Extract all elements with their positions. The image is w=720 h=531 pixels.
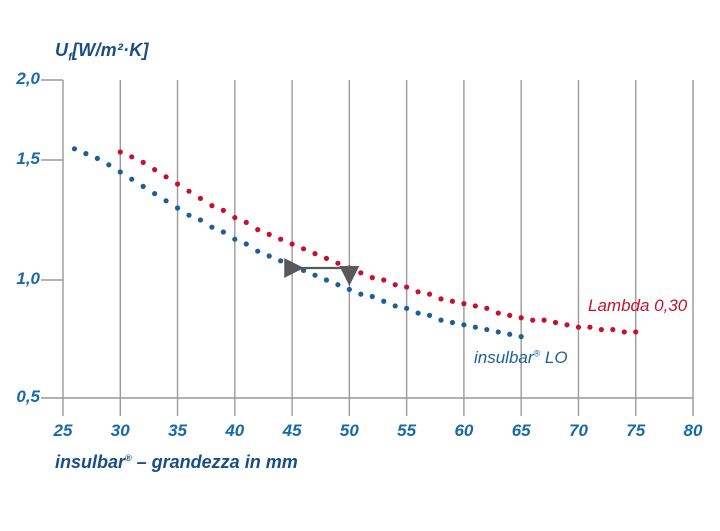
x-axis-tick-label: 70 — [568, 421, 588, 440]
x-axis-tick-label: 60 — [454, 421, 474, 440]
series-label-lambda: Lambda 0,30 — [588, 296, 688, 315]
x-axis-tick-label: 40 — [225, 421, 245, 440]
x-axis-title: insulbar® – grandezza in mm — [55, 452, 298, 472]
y-axis-tick-label: 1,5 — [16, 149, 40, 168]
x-axis-tick-label: 35 — [168, 421, 187, 440]
y-axis-tick-label: 2,0 — [16, 69, 40, 88]
x-axis-tick-label: 30 — [110, 421, 130, 440]
series-insulbar-lo — [71, 146, 524, 340]
y-axis-title: Uf[W/m²·K] — [55, 40, 149, 64]
y-axis-tick-label: 0,5 — [16, 387, 40, 406]
tick-marks — [41, 79, 694, 416]
series-lambda-030 — [117, 149, 639, 335]
x-axis-tick-label: 25 — [53, 421, 73, 440]
x-axis-tick-label: 80 — [683, 421, 703, 440]
x-axis-tick-label: 45 — [282, 421, 302, 440]
data-series-layer — [71, 146, 639, 340]
y-axis-tick-label: 1,0 — [16, 269, 40, 288]
grid-lines — [62, 80, 694, 399]
x-axis-tick-label: 65 — [511, 421, 531, 440]
x-axis-tick-label: 75 — [626, 421, 646, 440]
series-label-insulbar-lo: insulbar® LO — [474, 348, 568, 367]
x-axis-tick-label: 55 — [397, 421, 417, 440]
annotation-arrows — [284, 258, 360, 286]
x-axis-tick-label: 50 — [339, 421, 359, 440]
